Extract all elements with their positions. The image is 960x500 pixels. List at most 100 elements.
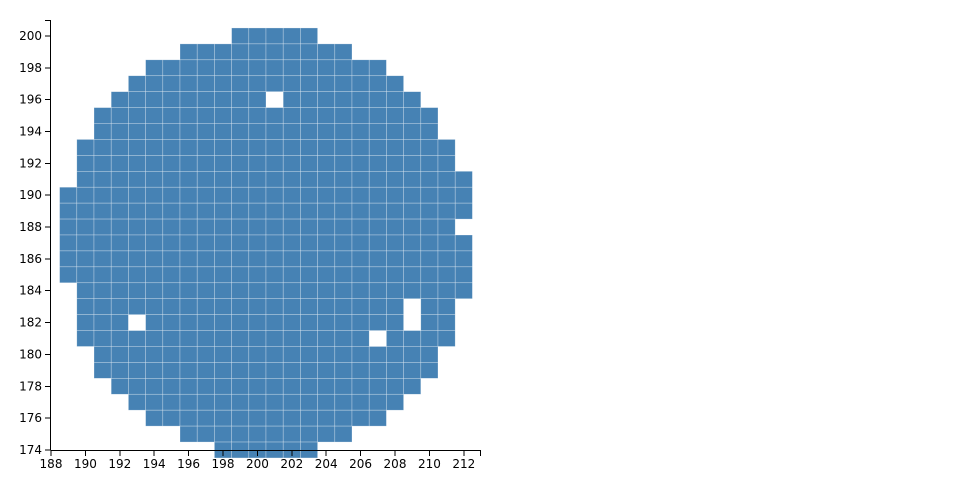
- heatmap-cell: [110, 346, 129, 363]
- heatmap-cell: [179, 75, 198, 92]
- heatmap-cell: [454, 234, 473, 252]
- x-tick-label: 192: [108, 457, 131, 471]
- heatmap-cell: [420, 139, 439, 156]
- x-tick-label: 202: [280, 457, 303, 471]
- heatmap-cell: [196, 298, 215, 315]
- heatmap-cell: [317, 123, 336, 140]
- heatmap-cell: [110, 250, 129, 268]
- heatmap-cell: [282, 409, 301, 427]
- heatmap-cell: [368, 170, 387, 188]
- heatmap-cell: [145, 234, 164, 252]
- heatmap-cell: [231, 43, 250, 61]
- heatmap-cell: [59, 186, 78, 204]
- heatmap-cell: [282, 362, 301, 379]
- heatmap-cell: [351, 139, 370, 156]
- heatmap-cell: [386, 378, 404, 395]
- heatmap-cell: [248, 91, 267, 108]
- heatmap-cell: [403, 378, 422, 395]
- heatmap-cell: [437, 298, 456, 315]
- heatmap-cell: [93, 282, 112, 300]
- heatmap-cell: [214, 362, 232, 379]
- heatmap-cell: [145, 123, 164, 140]
- heatmap-cell: [248, 314, 267, 331]
- heatmap-cell: [334, 378, 353, 395]
- heatmap-cell: [248, 234, 267, 252]
- heatmap-cell: [196, 378, 215, 395]
- heatmap-cell: [162, 91, 181, 108]
- heatmap-cell: [265, 330, 284, 347]
- heatmap-cell: [179, 378, 198, 395]
- heatmap-cell: [145, 186, 164, 204]
- heatmap-cell: [300, 107, 318, 124]
- heatmap-cell: [248, 266, 267, 284]
- heatmap-cell: [76, 298, 95, 315]
- heatmap-cell: [110, 91, 129, 108]
- x-tick-label: 200: [246, 457, 269, 471]
- heatmap-cell: [179, 250, 198, 268]
- heatmap-cell: [214, 43, 232, 61]
- heatmap-cell: [437, 139, 456, 156]
- heatmap-cell: [351, 91, 370, 108]
- heatmap-cell: [214, 170, 232, 188]
- heatmap-cell: [196, 59, 215, 77]
- heatmap-cell: [93, 186, 112, 204]
- heatmap-cell: [368, 250, 387, 268]
- heatmap-cell: [93, 123, 112, 140]
- heatmap-cell: [437, 314, 456, 331]
- heatmap-cell: [248, 393, 267, 411]
- heatmap-cell: [368, 298, 387, 315]
- heatmap-cell: [282, 298, 301, 315]
- heatmap-cell: [386, 75, 404, 92]
- heatmap-cell: [196, 91, 215, 108]
- heatmap-cell: [196, 218, 215, 236]
- heatmap-cell: [128, 330, 146, 347]
- heatmap-cell: [386, 123, 404, 140]
- heatmap-cell: [196, 107, 215, 124]
- heatmap-cell: [162, 75, 181, 92]
- heatmap-cell: [351, 362, 370, 379]
- heatmap-cell: [351, 298, 370, 315]
- heatmap-cell: [76, 139, 95, 156]
- heatmap-cell: [386, 91, 404, 108]
- heatmap-cell: [317, 425, 336, 443]
- heatmap-cell: [334, 91, 353, 108]
- heatmap-cell: [162, 393, 181, 411]
- heatmap-cell: [437, 155, 456, 172]
- heatmap-cell: [196, 186, 215, 204]
- heatmap-cell: [300, 266, 318, 284]
- heatmap-cell: [334, 266, 353, 284]
- heatmap-cell: [368, 59, 387, 77]
- heatmap-cell: [300, 250, 318, 268]
- y-tick-label: 200: [19, 29, 42, 43]
- heatmap-cell: [196, 43, 215, 61]
- heatmap-cell: [437, 282, 456, 300]
- heatmap-cell: [300, 234, 318, 252]
- heatmap-cell: [317, 330, 336, 347]
- heatmap-cell: [93, 139, 112, 156]
- heatmap-cell: [351, 170, 370, 188]
- heatmap-cell: [265, 155, 284, 172]
- heatmap-cell: [300, 298, 318, 315]
- heatmap-cell: [162, 298, 181, 315]
- heatmap-cell: [196, 425, 215, 443]
- heatmap-cell: [145, 314, 164, 331]
- heatmap-cell: [145, 155, 164, 172]
- y-axis-ticks: 174 176 178 180 182 184 186 188 190 192 194 196 198 2…: [19, 20, 51, 457]
- heatmap-cell: [196, 75, 215, 92]
- heatmap-cell: [248, 75, 267, 92]
- heatmap-cell: [282, 378, 301, 395]
- heatmap-cell: [196, 393, 215, 411]
- heatmap-cell: [351, 346, 370, 363]
- heatmap-cell: [265, 218, 284, 236]
- heatmap-cell: [282, 170, 301, 188]
- heatmap-cell: [317, 139, 336, 156]
- heatmap-cell: [128, 155, 146, 172]
- heatmap-cell: [282, 250, 301, 268]
- x-tick-label: 196: [177, 457, 200, 471]
- heatmap-cell: [231, 139, 250, 156]
- heatmap-cell: [454, 170, 473, 188]
- heatmap-cell: [59, 202, 78, 220]
- heatmap-cell: [248, 282, 267, 300]
- heatmap-cell: [196, 266, 215, 284]
- x-axis-ticks: 188 190 192 194 196 198 200 202 204 206 208 210 212: [40, 450, 481, 471]
